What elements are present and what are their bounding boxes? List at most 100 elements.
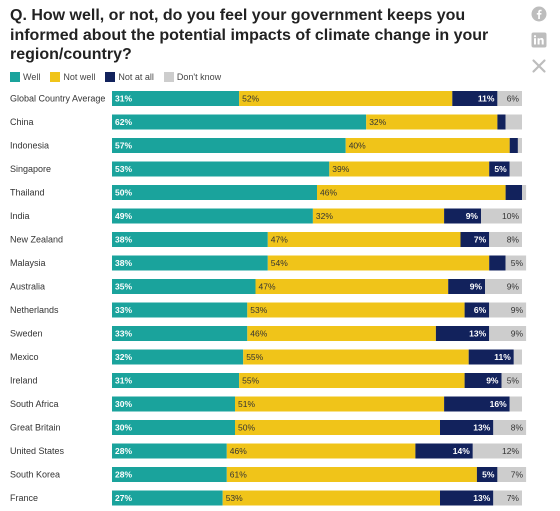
bar-well-india <box>112 208 313 224</box>
category-label-indonesia: Indonesia <box>10 141 49 151</box>
data-label-not-well-australia: 47% <box>259 282 276 292</box>
bar-dont-know-ireland <box>501 373 522 388</box>
chart-title: Q. How well, or not, do you feel your go… <box>10 7 489 63</box>
data-label-not-well-sweden: 46% <box>250 329 267 339</box>
bar-not-at-all-singapore <box>489 161 510 177</box>
x-icon[interactable] <box>531 58 547 74</box>
category-label-new-zealand: New Zealand <box>10 235 63 245</box>
bar-well-australia <box>112 279 256 294</box>
bar-not-at-all-ireland <box>464 373 502 388</box>
bar-dont-know-netherlands <box>489 302 527 318</box>
data-label-dont-know-global-country-average: 6% <box>507 94 520 104</box>
data-label-not-at-all-new-zealand: 7% <box>474 235 487 245</box>
data-label-well-new-zealand: 38% <box>115 235 132 245</box>
data-label-not-at-all-global-country-average: 11% <box>478 94 495 104</box>
bar-not-well-thailand <box>317 185 506 200</box>
data-label-dont-know-france: 7% <box>507 493 520 503</box>
bar-not-well-south-africa <box>235 396 445 412</box>
bar-dont-know-new-zealand <box>489 232 522 247</box>
data-label-well-china: 62% <box>115 117 132 127</box>
category-label-mexico: Mexico <box>10 352 39 362</box>
bar-dont-know-australia <box>485 279 522 294</box>
bar-dont-know-singapore <box>509 161 522 177</box>
bar-well-mexico <box>112 349 244 365</box>
data-label-not-at-all-mexico: 11% <box>494 352 511 362</box>
bar-not-well-global-country-average <box>239 91 453 106</box>
bar-well-indonesia <box>112 138 346 153</box>
category-label-united-states: United States <box>10 446 65 456</box>
data-label-dont-know-netherlands: 9% <box>511 305 524 315</box>
bar-not-at-all-australia <box>448 279 486 294</box>
legend-swatch-well <box>10 72 20 82</box>
data-label-not-well-great-britain: 50% <box>238 423 255 433</box>
data-label-dont-know-malaysia: 5% <box>511 258 524 268</box>
category-label-netherlands: Netherlands <box>10 305 59 315</box>
bar-dont-know-global-country-average <box>497 91 522 106</box>
bar-dont-know-indonesia <box>517 138 522 153</box>
category-label-south-africa: South Africa <box>10 399 59 409</box>
bar-not-well-sweden <box>247 326 436 341</box>
bar-not-well-australia <box>255 279 449 294</box>
data-label-not-at-all-france: 13% <box>473 493 490 503</box>
legend-label-dont-know: Don't know <box>176 72 222 82</box>
data-label-well-global-country-average: 31% <box>115 94 132 104</box>
bar-well-united-states <box>112 443 227 459</box>
category-label-malaysia: Malaysia <box>10 258 46 268</box>
bar-well-south-korea <box>112 467 227 482</box>
data-label-not-at-all-united-states: 14% <box>453 446 470 456</box>
bar-not-at-all-china <box>497 114 506 130</box>
data-label-well-thailand: 50% <box>115 188 132 198</box>
data-label-well-sweden: 33% <box>115 329 132 339</box>
category-label-france: France <box>10 493 38 503</box>
data-label-dont-know-india: 10% <box>502 211 519 221</box>
category-label-south-korea: South Korea <box>10 470 60 480</box>
facebook-icon[interactable] <box>531 6 547 22</box>
bar-not-at-all-new-zealand <box>460 232 490 247</box>
data-label-not-well-netherlands: 53% <box>250 305 267 315</box>
bar-not-at-all-india <box>444 208 481 224</box>
bar-not-at-all-united-states <box>415 443 473 459</box>
bar-not-at-all-malaysia <box>489 255 506 271</box>
bar-well-china <box>112 114 367 130</box>
bar-not-well-india <box>312 208 445 224</box>
bar-well-netherlands <box>112 302 248 318</box>
bar-dont-know-great-britain <box>493 420 527 435</box>
legend-item-dont-know: Don't know <box>163 72 222 82</box>
legend-swatch-dont-know <box>163 72 174 82</box>
legend-swatch-not-at-all <box>105 72 116 82</box>
data-label-not-well-indonesia: 40% <box>349 141 366 151</box>
data-label-not-at-all-india: 9% <box>466 211 479 221</box>
legend-label-not-well: Not well <box>63 72 96 82</box>
data-label-well-malaysia: 38% <box>115 258 132 268</box>
category-label-china: China <box>10 117 34 127</box>
legend-label-not-at-all: Not at all <box>118 72 154 82</box>
legend-swatch-not-well <box>50 72 61 82</box>
legend-item-not-well: Not well <box>50 72 95 82</box>
bar-dont-know-sweden <box>489 326 527 341</box>
category-label-india: India <box>10 211 30 221</box>
category-label-sweden: Sweden <box>10 329 43 339</box>
bar-not-well-united-states <box>226 443 416 459</box>
data-label-well-netherlands: 33% <box>115 305 132 315</box>
bar-dont-know-south-korea <box>497 467 527 482</box>
bar-well-singapore <box>112 161 330 177</box>
bar-dont-know-south-africa <box>509 396 522 412</box>
category-label-australia: Australia <box>10 282 45 292</box>
data-label-dont-know-australia: 9% <box>507 282 520 292</box>
data-label-not-well-mexico: 55% <box>246 352 263 362</box>
data-label-well-australia: 35% <box>115 282 132 292</box>
bar-not-at-all-indonesia <box>509 138 518 153</box>
data-label-dont-know-united-states: 12% <box>502 446 519 456</box>
bar-dont-know-china <box>505 114 522 130</box>
bar-not-well-indonesia <box>345 138 510 153</box>
bar-not-well-france <box>222 490 440 506</box>
bar-not-at-all-global-country-average <box>452 91 498 106</box>
category-label-great-britain: Great Britain <box>10 423 61 433</box>
data-label-dont-know-sweden: 9% <box>511 329 524 339</box>
data-label-well-south-korea: 28% <box>115 470 132 480</box>
bar-not-well-mexico <box>243 349 469 365</box>
data-label-not-well-thailand: 46% <box>320 188 337 198</box>
data-label-not-at-all-ireland: 9% <box>486 376 499 386</box>
linkedin-icon[interactable] <box>531 32 547 48</box>
